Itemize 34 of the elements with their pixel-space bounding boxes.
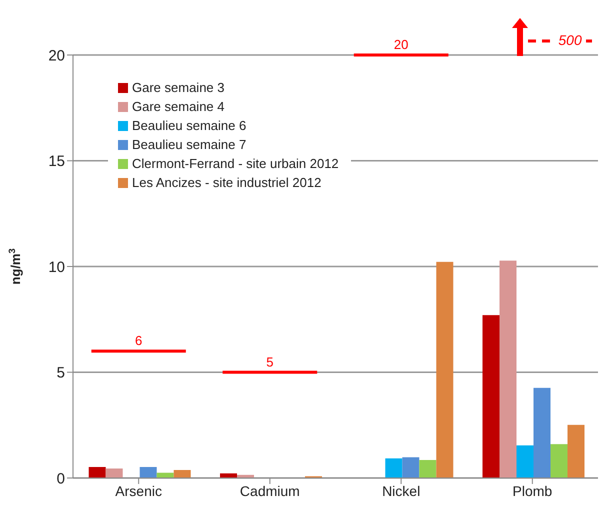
bar [385, 458, 402, 478]
bar [106, 468, 123, 478]
text: 500 [554, 32, 586, 48]
ref-line-label: 20 [394, 37, 408, 52]
bar [140, 467, 157, 478]
bar [568, 424, 584, 478]
bar [156, 472, 174, 478]
bar [500, 260, 516, 478]
x-tick-label: Cadmium [240, 482, 300, 499]
y-tick-label: 15 [48, 153, 65, 170]
ref-line-label: 5 [266, 354, 274, 370]
x-tick-label: Nickel [382, 482, 420, 499]
bar [550, 444, 568, 478]
legend-label: Gare semaine 3 [132, 79, 224, 97]
y-tick-label: 10 [48, 258, 65, 276]
y-tick-label: 5 [56, 364, 65, 382]
bar [436, 262, 454, 478]
bar [174, 470, 191, 478]
x-tick-label: Arsenic [115, 482, 162, 499]
legend-label: Beaulieu semaine 7 [132, 136, 246, 154]
bar [534, 388, 550, 478]
bar [88, 467, 106, 478]
y-tick-label: 0 [56, 470, 65, 488]
bar [402, 457, 420, 478]
x-tick-label: Plomb [512, 482, 552, 499]
legend-label: Les Ancizes - site industriel 2012 [132, 174, 322, 192]
bar [482, 315, 500, 478]
legend-label: Beaulieu semaine 6 [132, 117, 246, 135]
bar [419, 460, 436, 478]
ref-line-label: 6 [135, 333, 142, 348]
legend-label: Clermont-Ferrand - site urbain 2012 [132, 155, 339, 173]
y-tick-label: 20 [48, 47, 65, 64]
legend-label: Gare semaine 4 [132, 98, 224, 116]
bar [516, 445, 534, 478]
